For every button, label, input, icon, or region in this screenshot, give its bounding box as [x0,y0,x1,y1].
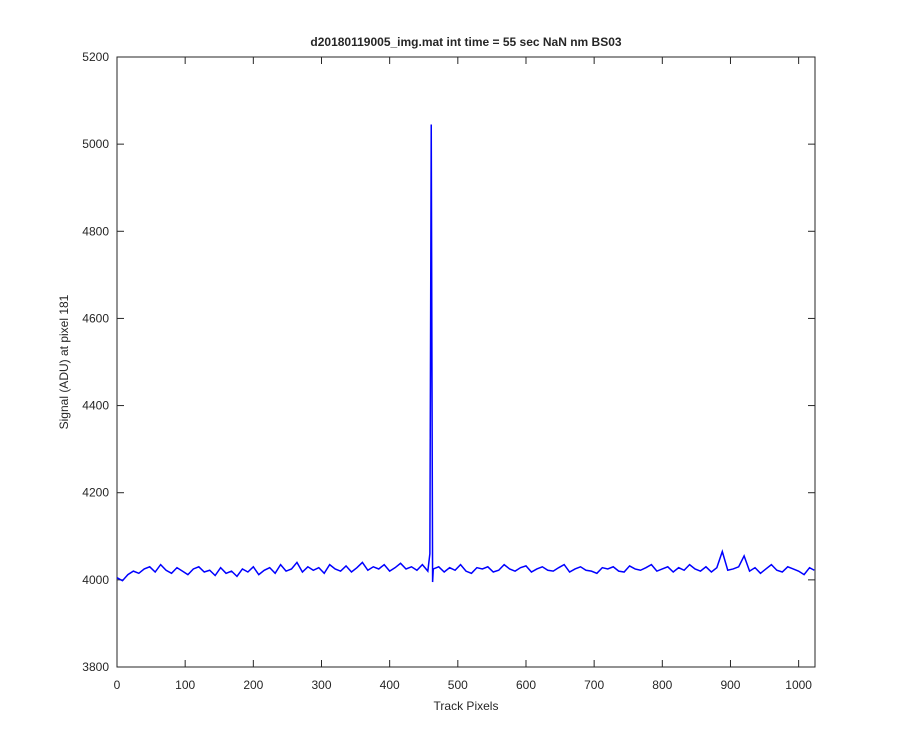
y-tick-label: 4400 [82,399,109,413]
x-tick-label: 800 [652,678,672,692]
x-tick-label: 500 [448,678,468,692]
data-line [116,124,815,583]
y-tick-label: 3800 [82,660,109,674]
y-tick-label: 5000 [82,137,109,151]
y-axis-label: Signal (ADU) at pixel 181 [57,294,71,429]
x-tick-label: 900 [720,678,740,692]
y-tick-label: 4600 [82,311,109,325]
x-tick-label: 200 [243,678,263,692]
x-tick-label: 100 [175,678,195,692]
x-tick-label: 700 [584,678,604,692]
y-tick-label: 4200 [82,486,109,500]
x-tick-label: 400 [380,678,400,692]
y-tick-label: 4800 [82,224,109,238]
x-axis-label: Track Pixels [434,699,499,713]
plot-frame [116,56,816,668]
x-tick-label: 300 [311,678,331,692]
x-tick-label: 600 [516,678,536,692]
x-tick-label: 0 [114,678,121,692]
y-tick-label: 5200 [82,50,109,64]
x-tick-label: 1000 [785,678,812,692]
y-tick-label: 4000 [82,573,109,587]
chart-title: d20180119005_img.mat int time = 55 sec N… [310,35,621,49]
